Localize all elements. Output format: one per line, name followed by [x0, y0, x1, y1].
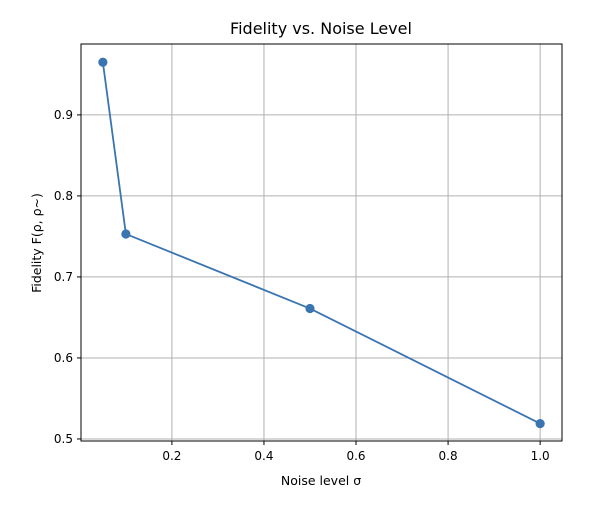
- data-series: [98, 57, 545, 429]
- x-axis-label: Noise level σ: [281, 473, 361, 488]
- x-tick-label: 0.2: [162, 449, 181, 463]
- y-tick-label: 0.9: [54, 108, 73, 122]
- x-tick-label: 0.6: [346, 449, 365, 463]
- series-line: [101, 62, 541, 425]
- x-tick-label: 0.8: [439, 449, 458, 463]
- plot-area-frame: [80, 43, 563, 442]
- y-axis-label: Fidelity F(ρ, ρ~): [29, 193, 44, 293]
- y-tick-label: 0.8: [54, 189, 73, 203]
- y-tick-label: 0.6: [54, 351, 73, 365]
- data-point-marker: [121, 229, 131, 239]
- axis-ticks: 0.2 0.4 0.6 0.8 1.0 0.5 0.6 0.7 0.8 0.9: [54, 108, 550, 463]
- data-point-marker: [98, 57, 108, 67]
- x-tick-label: 0.4: [254, 449, 273, 463]
- y-tick-label: 0.7: [54, 270, 73, 284]
- x-tick-label: 1.0: [531, 449, 550, 463]
- data-point-marker: [305, 303, 315, 314]
- chart-title: Fidelity vs. Noise Level: [230, 19, 412, 38]
- y-tick-label: 0.5: [54, 432, 73, 446]
- data-point-marker: [535, 418, 545, 429]
- grid-lines: [81, 44, 562, 441]
